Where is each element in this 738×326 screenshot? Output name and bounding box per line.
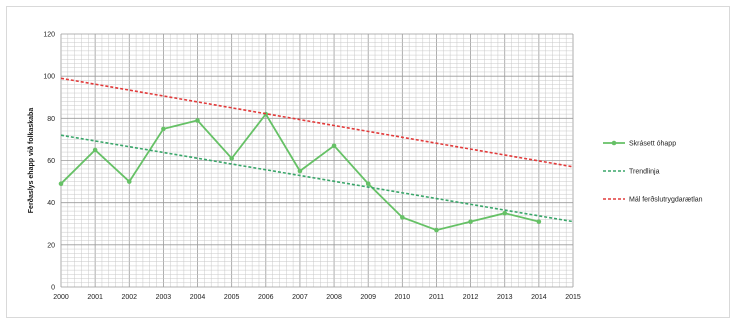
legend-label-0: Skrásett óhapp (629, 141, 676, 148)
grid (60, 33, 574, 288)
y-axis-label: Ferðaslys ehapp við folkaskaba (27, 108, 35, 214)
x-tick-label: 2012 (463, 294, 479, 301)
x-tick-label: 2002 (121, 294, 137, 301)
line-chart: 0 20 40 60 80 100 120 2000 2001 2002 2003 2004 2005… (27, 32, 703, 302)
y-tick-label: 120 (43, 32, 55, 39)
legend: Skrásett óhapp Trendlinja Mál ferðslutrygd… (603, 141, 703, 204)
x-tick-label: 2004 (190, 294, 206, 301)
x-tick-label: 2001 (87, 294, 103, 301)
y-tick-label: 20 (47, 242, 55, 249)
data-point (502, 210, 508, 216)
data-point (126, 179, 132, 184)
data-point (468, 219, 473, 224)
data-point (297, 168, 303, 174)
x-tick-label: 2006 (258, 294, 274, 301)
series-line-1 (60, 134, 574, 223)
y-tick-labels: 0 20 40 60 80 100 120 (43, 32, 55, 292)
chart-frame: 0 20 40 60 80 100 120 2000 2001 2002 2003 2004 2005… (6, 6, 730, 318)
x-tick-label: 2009 (360, 294, 376, 301)
x-tick-label: 2014 (531, 294, 547, 301)
y-tick-label: 80 (47, 116, 55, 123)
data-point (161, 126, 166, 132)
x-tick-label: 2005 (224, 294, 240, 301)
legend-marker-0 (611, 140, 617, 146)
data-point (400, 215, 405, 220)
data-point (331, 143, 337, 149)
data-point (365, 181, 371, 186)
data-point (58, 181, 64, 186)
x-tick-label: 2007 (292, 294, 308, 301)
y-tick-label: 100 (43, 74, 55, 81)
x-tick-labels: 2000 2001 2002 2003 2004 2005 2006 2007 2008 2009… (53, 294, 581, 301)
legend-label-1: Trendlinja (629, 169, 660, 176)
x-tick-label: 2015 (565, 294, 581, 301)
x-tick-label: 2008 (326, 294, 342, 301)
x-tick-label: 2003 (156, 294, 172, 301)
y-tick-label: 60 (47, 158, 55, 165)
data-point (536, 219, 542, 224)
data-point (195, 118, 200, 123)
legend-label-2: Mál ferðslutrygdarætlan (629, 196, 703, 204)
series-layer (58, 77, 574, 233)
series-line-2 (60, 77, 574, 168)
x-tick-label: 2000 (53, 294, 69, 301)
x-tick-label: 2010 (395, 294, 411, 301)
data-point (434, 227, 439, 233)
x-tick-label: 2013 (497, 294, 513, 301)
y-tick-label: 0 (51, 285, 55, 292)
data-point (92, 147, 98, 153)
x-tick-label: 2011 (429, 294, 444, 301)
y-tick-label: 40 (47, 200, 55, 207)
data-point (229, 156, 234, 161)
